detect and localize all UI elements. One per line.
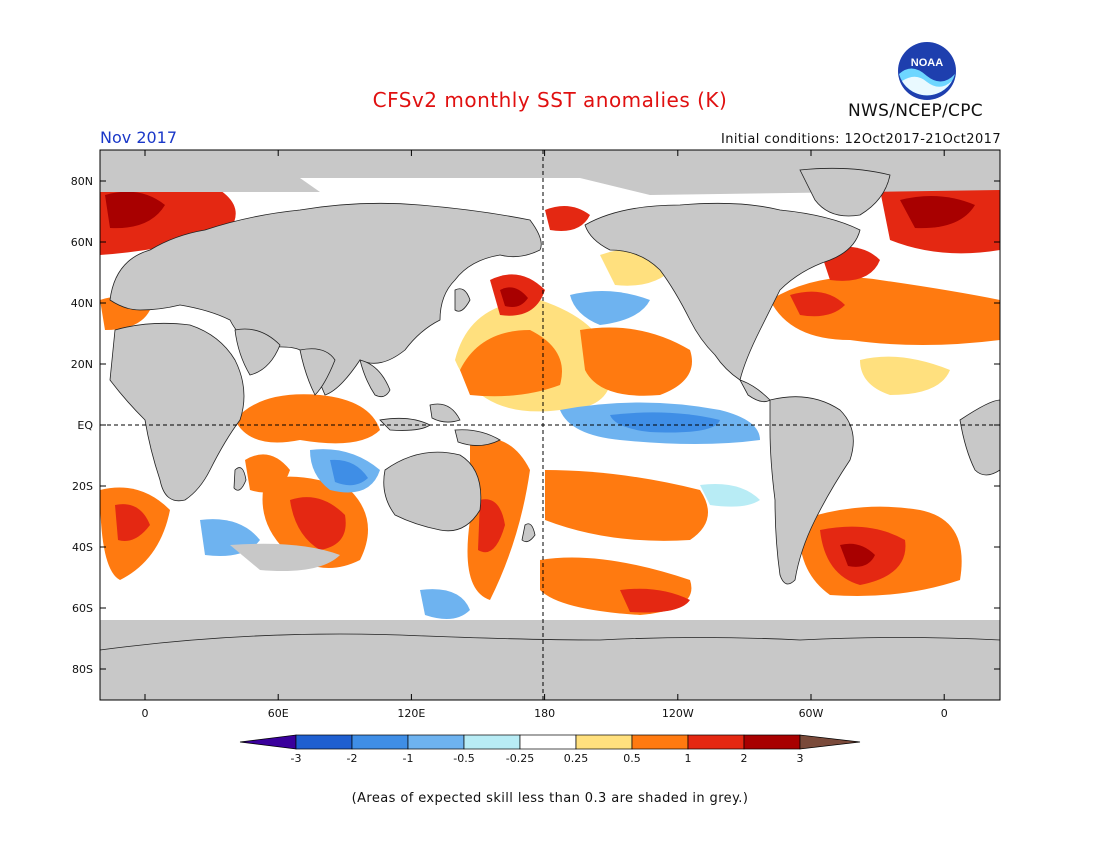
initial-conditions: Initial conditions: 12Oct2017-21Oct2017: [721, 132, 1001, 147]
colorbar-swatch: [631, 734, 689, 750]
colorbar-label: 0.25: [564, 752, 589, 765]
colorbar-label: 1: [685, 752, 692, 765]
noaa-logo: NOAA: [898, 42, 956, 100]
map-title: CFSv2 monthly SST anomalies (K): [372, 88, 728, 112]
land-masses: [100, 167, 1000, 700]
colorbar-label: 2: [741, 752, 748, 765]
lat-label: 80N: [71, 175, 93, 188]
lat-label: EQ: [77, 419, 93, 432]
colorbar: -3 -2 -1 -0.5 -0.25 0.25 0.5 1 2 3: [239, 734, 861, 765]
lat-label: 80S: [72, 663, 93, 676]
noaa-logo-text: NOAA: [911, 57, 943, 69]
lat-label: 60N: [71, 236, 93, 249]
lat-label: 60S: [72, 602, 93, 615]
colorbar-label: -0.25: [506, 752, 534, 765]
colorbar-arrow-high: [799, 734, 861, 750]
lat-label: 20S: [72, 480, 93, 493]
colorbar-swatch: [295, 734, 353, 750]
lon-label: 60W: [799, 707, 824, 720]
lon-label: 60E: [268, 707, 289, 720]
colorbar-label: -2: [347, 752, 358, 765]
colorbar-label: 0.5: [623, 752, 641, 765]
agency-label: NWS/NCEP/CPC: [848, 101, 983, 121]
longitude-labels: 0 60E 120E 180 120W 60W 0: [142, 150, 948, 720]
lat-label: 40N: [71, 297, 93, 310]
forecast-month: Nov 2017: [100, 128, 178, 147]
colorbar-label: 3: [797, 752, 804, 765]
colorbar-swatch: [687, 734, 745, 750]
colorbar-swatch: [351, 734, 409, 750]
lon-label: 120W: [662, 707, 694, 720]
colorbar-label: -1: [403, 752, 414, 765]
skill-footnote: (Areas of expected skill less than 0.3 a…: [351, 791, 749, 806]
lat-label: 20N: [71, 358, 93, 371]
latitude-labels: 80N 60N 40N 20N EQ 20S 40S 60S 80S: [71, 175, 1000, 676]
colorbar-label: -0.5: [453, 752, 474, 765]
lon-label: 0: [941, 707, 948, 720]
colorbar-swatch: [407, 734, 465, 750]
lat-label: 40S: [72, 541, 93, 554]
warm-anomaly-regions: [100, 173, 1000, 615]
lon-label: 180: [534, 707, 555, 720]
colorbar-arrow-low: [239, 734, 297, 750]
colorbar-swatch: [519, 734, 577, 750]
colorbar-swatch: [575, 734, 633, 750]
cool-anomaly-regions: [200, 226, 790, 619]
lon-label: 120E: [397, 707, 425, 720]
colorbar-label: -3: [291, 752, 302, 765]
colorbar-swatch: [743, 734, 801, 750]
lon-label: 0: [142, 707, 149, 720]
colorbar-swatch: [463, 734, 521, 750]
